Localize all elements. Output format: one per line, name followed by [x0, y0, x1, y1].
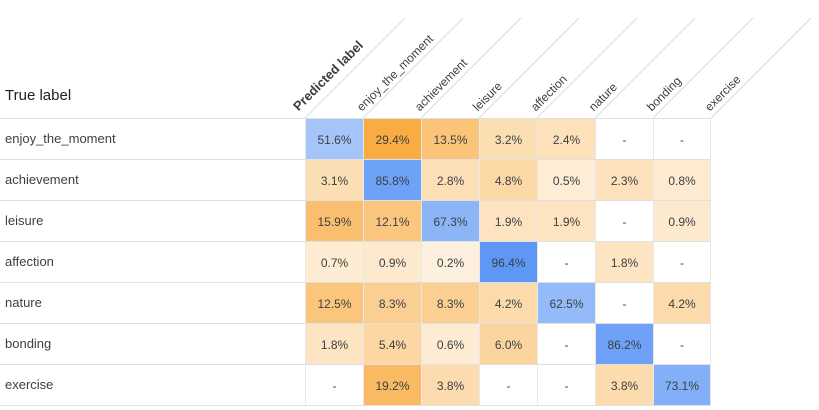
- header-divider-line: [594, 17, 696, 119]
- matrix-row: bonding 1.8% 5.4% 0.6% 6.0% -86.2% -: [0, 323, 711, 365]
- header-divider-line: [710, 17, 812, 119]
- matrix-cell: 12.1%: [363, 201, 421, 242]
- row-label: affection: [5, 254, 54, 269]
- matrix-cell: 3.8%: [595, 365, 653, 406]
- matrix-cell: -: [653, 242, 711, 283]
- matrix-cell: 4.2%: [653, 283, 711, 324]
- header-divider-line: [362, 17, 464, 119]
- matrix-cell: -: [305, 365, 363, 406]
- matrix-cell: -: [537, 324, 595, 365]
- matrix-cell: 13.5%: [421, 119, 479, 160]
- matrix-cell: 8.3%: [363, 283, 421, 324]
- row-label: nature: [5, 295, 42, 310]
- matrix-cell: 4.2%: [479, 283, 537, 324]
- matrix-cell: 4.8%: [479, 160, 537, 201]
- header-divider-line: [478, 17, 580, 119]
- matrix-cell: 1.8%: [305, 324, 363, 365]
- row-label: leisure: [5, 213, 44, 228]
- row-label: exercise: [5, 377, 54, 392]
- matrix-cell: -: [595, 119, 653, 160]
- matrix-cell: -: [595, 283, 653, 324]
- matrix-cell: 2.8%: [421, 160, 479, 201]
- matrix-cell: 3.2%: [479, 119, 537, 160]
- matrix-cell: 8.3%: [421, 283, 479, 324]
- matrix-row: nature 12.5% 8.3% 8.3% 4.2% 62.5% -4.2%: [0, 282, 711, 324]
- matrix-cell: -: [479, 365, 537, 406]
- matrix-cell: -: [653, 119, 711, 160]
- matrix-cell: 12.5%: [305, 283, 363, 324]
- matrix-cell: 0.5%: [537, 160, 595, 201]
- matrix-cell: 1.9%: [479, 201, 537, 242]
- matrix-cell: 19.2%: [363, 365, 421, 406]
- matrix-cell: 5.4%: [363, 324, 421, 365]
- diagonal-cell: 96.4%: [479, 242, 537, 283]
- matrix-cell: 0.9%: [363, 242, 421, 283]
- diagonal-cell: 86.2%: [595, 324, 653, 365]
- matrix-cell: 0.6%: [421, 324, 479, 365]
- header-divider-line: [652, 17, 754, 119]
- true-label-title: True label: [5, 87, 72, 104]
- matrix-cell: 1.8%: [595, 242, 653, 283]
- matrix-cell: -: [595, 201, 653, 242]
- diagonal-cell: 85.8%: [363, 160, 421, 201]
- matrix-cell: 0.7%: [305, 242, 363, 283]
- matrix-row: affection 0.7% 0.9% 0.2% 96.4% -1.8% -: [0, 241, 711, 283]
- matrix-row: leisure 15.9% 12.1% 67.3% 1.9% 1.9% -0.9%: [0, 200, 711, 242]
- matrix-cell: -: [537, 365, 595, 406]
- matrix-row: enjoy_the_moment 51.6% 29.4% 13.5% 3.2% 2.4% -…: [0, 118, 711, 160]
- matrix-cell: 0.9%: [653, 201, 711, 242]
- header-divider-line: [536, 17, 638, 119]
- matrix-cell: 1.9%: [537, 201, 595, 242]
- row-label: enjoy_the_moment: [5, 131, 116, 146]
- grid-bottom-border: [0, 405, 711, 406]
- matrix-cell: 2.4%: [537, 119, 595, 160]
- matrix-cell: 6.0%: [479, 324, 537, 365]
- matrix-cell: 3.1%: [305, 160, 363, 201]
- row-label: achievement: [5, 172, 79, 187]
- diagonal-cell: 51.6%: [305, 119, 363, 160]
- matrix-cell: 29.4%: [363, 119, 421, 160]
- matrix-cell: 15.9%: [305, 201, 363, 242]
- diagonal-cell: 73.1%: [653, 365, 711, 406]
- matrix-row: exercise -19.2% 3.8% - -3.8% 73.1%: [0, 364, 711, 406]
- matrix-cell: 2.3%: [595, 160, 653, 201]
- diagonal-cell: 67.3%: [421, 201, 479, 242]
- header-divider-line: [420, 17, 522, 119]
- matrix-cell: 0.2%: [421, 242, 479, 283]
- matrix-row: achievement 3.1% 85.8% 2.8% 4.8% 0.5% 2.3% 0.8%: [0, 159, 711, 201]
- diagonal-cell: 62.5%: [537, 283, 595, 324]
- header-divider-line: [304, 17, 406, 119]
- matrix-cell: 3.8%: [421, 365, 479, 406]
- matrix-cell: 0.8%: [653, 160, 711, 201]
- matrix-cell: -: [653, 324, 711, 365]
- matrix-cell: -: [537, 242, 595, 283]
- row-label: bonding: [5, 336, 52, 351]
